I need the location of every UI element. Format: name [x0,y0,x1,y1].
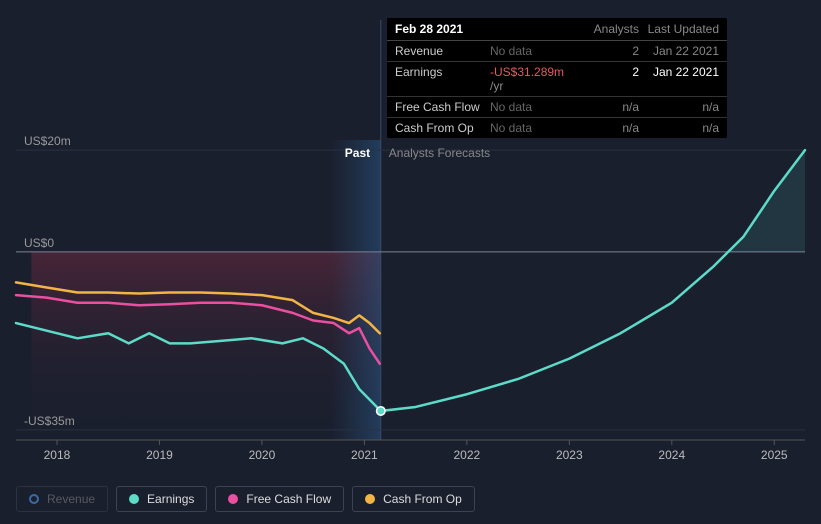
x-axis-label: 2025 [761,448,788,462]
legend-label: Cash From Op [383,492,462,506]
tooltip-row-analysts: n/a [579,121,639,135]
tooltip-row-analysts: 2 [579,65,639,93]
tooltip-row: Free Cash FlowNo datan/an/a [387,97,727,118]
legend-label: Earnings [147,492,194,506]
chart-legend: Revenue Earnings Free Cash Flow Cash From O… [16,486,475,512]
tooltip-row-value: -US$31.289m /yr [490,65,579,93]
tooltip-row: Earnings-US$31.289m /yr2Jan 22 2021 [387,62,727,97]
tooltip-row-value: No data [490,44,579,58]
data-tooltip: Feb 28 2021 Analysts Last Updated Revenu… [387,18,727,138]
x-axis-label: 2018 [44,448,71,462]
y-axis-label: US$20m [24,134,71,148]
legend-swatch [29,494,39,504]
tooltip-header: Feb 28 2021 Analysts Last Updated [387,18,727,41]
forecast-label: Analysts Forecasts [389,146,490,160]
tooltip-col-analysts: Analysts [559,22,639,36]
y-axis-label: US$0 [24,236,54,250]
x-axis-label: 2024 [658,448,685,462]
tooltip-row-analysts: n/a [579,100,639,114]
tooltip-row-label: Earnings [395,65,490,93]
legend-swatch [129,494,139,504]
legend-item-revenue[interactable]: Revenue [16,486,108,512]
legend-label: Free Cash Flow [246,492,331,506]
tooltip-row-updated: Jan 22 2021 [639,65,719,93]
tooltip-row-updated: Jan 22 2021 [639,44,719,58]
legend-swatch [228,494,238,504]
tooltip-date: Feb 28 2021 [395,22,559,36]
past-label: Past [345,146,370,160]
x-axis-label: 2021 [351,448,378,462]
tooltip-row: RevenueNo data2Jan 22 2021 [387,41,727,62]
tooltip-row-analysts: 2 [579,44,639,58]
tooltip-row-label: Free Cash Flow [395,100,490,114]
tooltip-row-label: Cash From Op [395,121,490,135]
tooltip-row-updated: n/a [639,121,719,135]
y-axis-label: -US$35m [24,414,75,428]
tooltip-row-updated: n/a [639,100,719,114]
x-axis-label: 2022 [453,448,480,462]
tooltip-row-value: No data [490,100,579,114]
legend-item-earnings[interactable]: Earnings [116,486,207,512]
x-axis-label: 2023 [556,448,583,462]
legend-swatch [365,494,375,504]
tooltip-row-value: No data [490,121,579,135]
tooltip-row: Cash From OpNo datan/an/a [387,118,727,138]
legend-item-cash_from_op[interactable]: Cash From Op [352,486,475,512]
tooltip-col-updated: Last Updated [639,22,719,36]
tooltip-row-label: Revenue [395,44,490,58]
legend-item-free_cash_flow[interactable]: Free Cash Flow [215,486,344,512]
x-axis-label: 2020 [249,448,276,462]
legend-label: Revenue [47,492,95,506]
x-axis-label: 2019 [146,448,173,462]
